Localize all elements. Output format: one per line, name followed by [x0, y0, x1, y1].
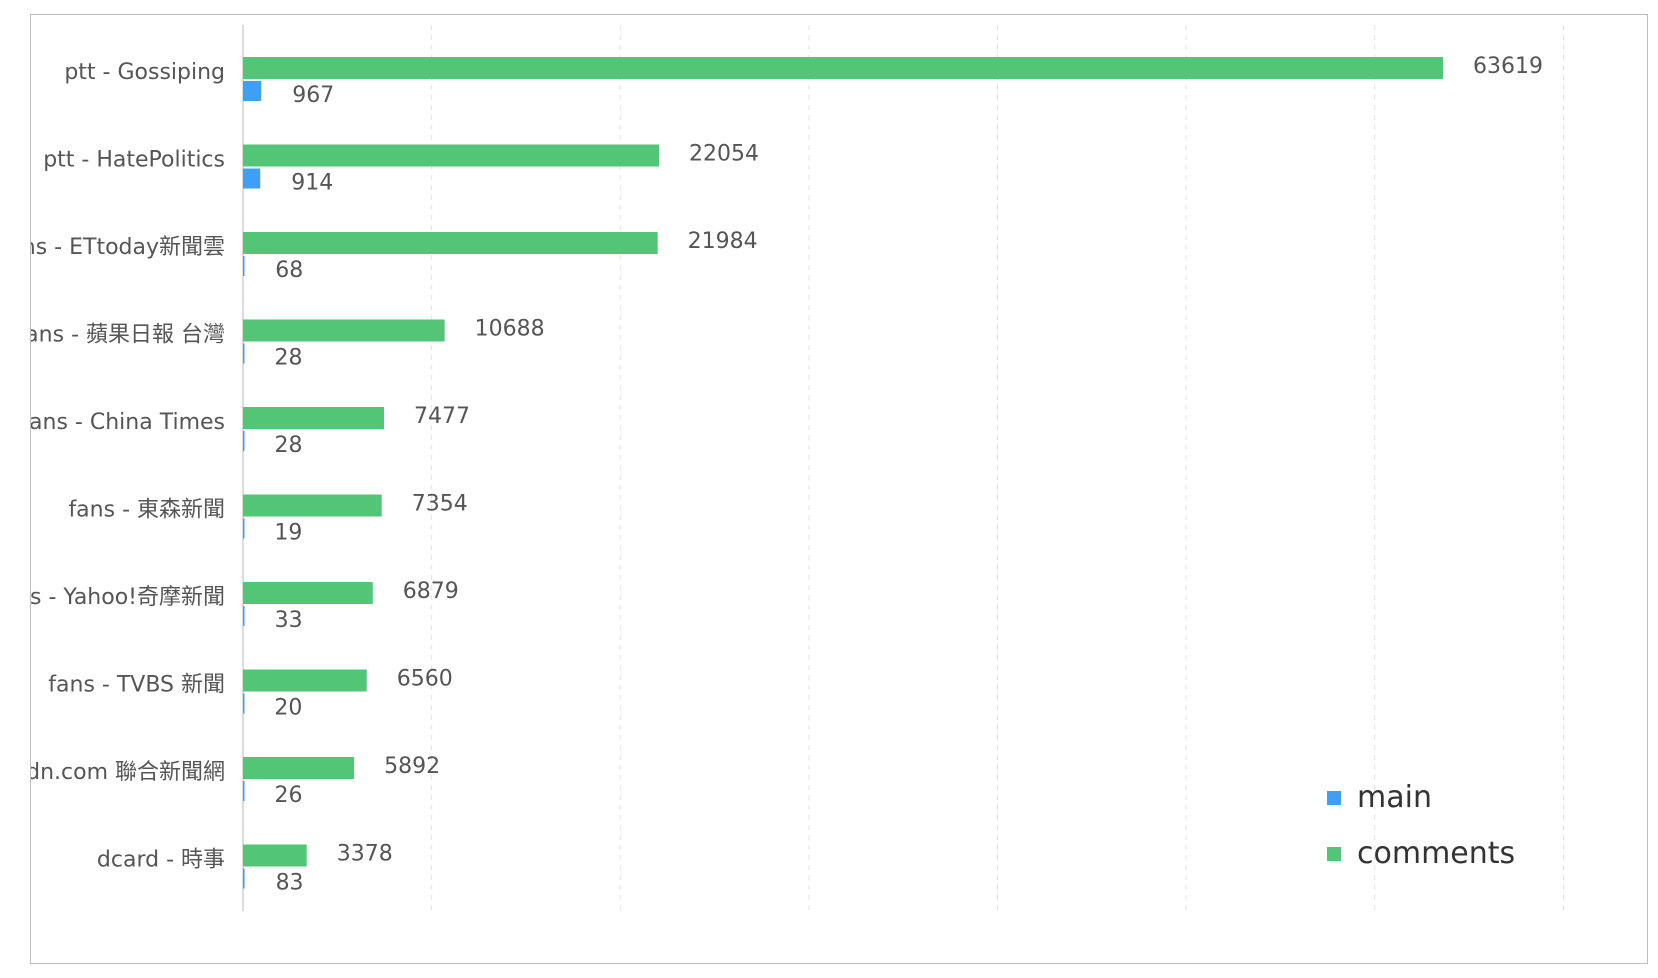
comments-value-label: 5892	[384, 754, 440, 779]
main-bar	[243, 868, 245, 889]
comments-bar	[243, 582, 373, 604]
bar-chart: ptt - Gossiping 63619 967 ptt - HatePolitic…	[31, 25, 1564, 911]
comments-bar	[243, 319, 445, 342]
main-bar	[243, 606, 245, 626]
main-value-label: 26	[274, 783, 302, 808]
category-label: ptt - HatePolitics	[43, 148, 225, 173]
main-bar	[243, 256, 245, 276]
comments-bar	[243, 144, 659, 167]
comments-bar	[243, 232, 658, 254]
main-bar	[243, 518, 245, 539]
main-value-label: 28	[275, 433, 303, 458]
main-value-label: 68	[275, 258, 303, 283]
main-value-label: 914	[291, 171, 333, 196]
comments-bar	[243, 57, 1443, 79]
comments-bar	[243, 407, 385, 429]
legend-swatch-main	[1327, 791, 1341, 805]
category-label: fans - Yahoo!奇摩新聞	[31, 585, 225, 610]
category-label: fans - udn.com 聯合新聞網	[31, 760, 225, 785]
category-label: fans - 蘋果日報 台灣	[31, 323, 225, 348]
legend-swatch-comments	[1327, 847, 1341, 861]
comments-value-label: 7354	[412, 492, 468, 517]
main-bar	[243, 693, 245, 714]
main-bar	[243, 168, 261, 189]
comments-value-label: 6560	[397, 667, 453, 692]
main-value-label: 967	[292, 83, 334, 108]
main-bar	[243, 343, 245, 364]
comments-value-label: 6879	[403, 579, 459, 604]
category-label: fans - ETtoday新聞雲	[31, 235, 225, 260]
main-value-label: 28	[275, 346, 303, 371]
comments-value-label: 10688	[475, 317, 545, 342]
main-value-label: 83	[276, 871, 304, 896]
category-label: ptt - Gossiping	[64, 60, 225, 85]
main-value-label: 20	[274, 696, 302, 721]
comments-bar	[243, 494, 382, 517]
main-bar	[243, 781, 245, 801]
comments-value-label: 3378	[337, 842, 393, 867]
legend-label-main: main	[1357, 780, 1432, 815]
main-bar	[243, 431, 245, 451]
comments-bar	[243, 669, 367, 692]
comments-value-label: 21984	[688, 229, 758, 254]
category-label: fans - China Times	[31, 410, 225, 435]
category-label: fans - 東森新聞	[68, 498, 225, 523]
comments-value-label: 63619	[1473, 54, 1543, 79]
comments-value-label: 22054	[689, 142, 759, 167]
legend-label-comments: comments	[1357, 836, 1515, 871]
category-label: dcard - 時事	[97, 848, 225, 873]
comments-bar	[243, 757, 355, 779]
comments-value-label: 7477	[414, 404, 470, 429]
main-value-label: 19	[274, 521, 302, 546]
category-label: fans - TVBS 新聞	[48, 673, 225, 698]
chart-frame: ptt - Gossiping 63619 967 ptt - HatePolitic…	[30, 14, 1648, 964]
main-bar	[243, 81, 262, 101]
comments-bar	[243, 844, 307, 867]
main-value-label: 33	[275, 608, 303, 633]
